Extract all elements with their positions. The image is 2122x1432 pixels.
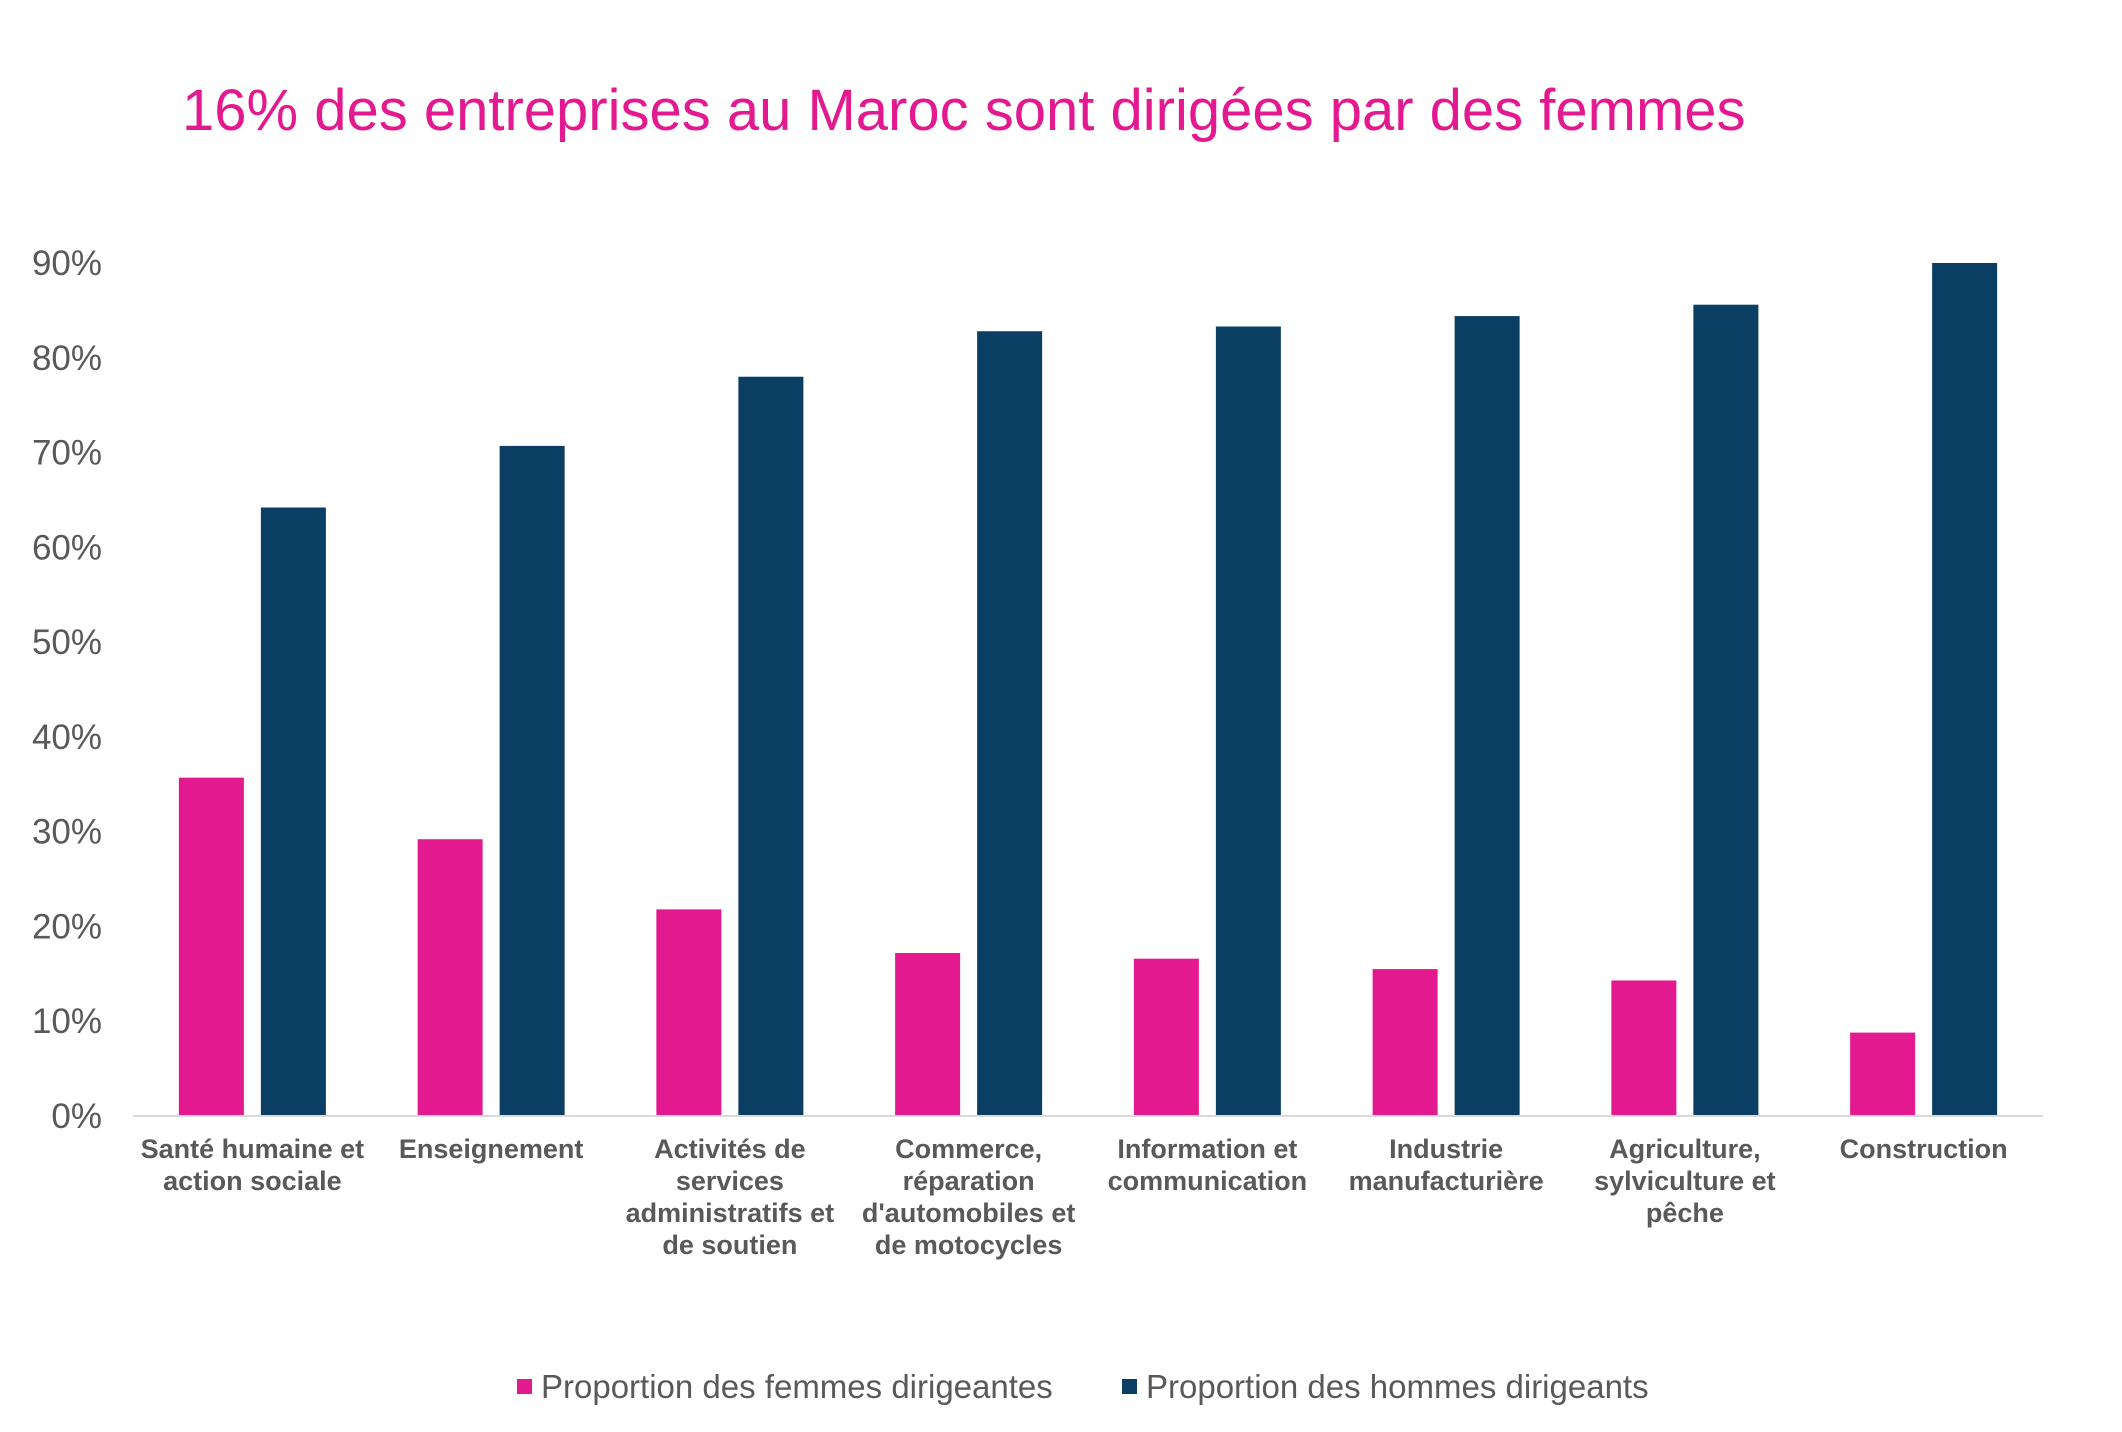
x-tick-label: Santé humaine et action sociale xyxy=(141,1134,365,1196)
legend-label: Proportion des hommes dirigeants xyxy=(1146,1368,1649,1405)
x-tick-label: Information et communication xyxy=(1108,1134,1308,1196)
bar-hommes xyxy=(738,376,804,1116)
x-axis: Santé humaine et action sociale Enseigneme… xyxy=(133,1115,2043,1260)
x-tick-label: Commerce, réparation d'automobiles et de mo… xyxy=(862,1134,1075,1260)
bar-femmes xyxy=(1133,958,1199,1116)
bar-hommes xyxy=(1693,304,1759,1116)
x-tick-label: Agriculture, sylviculture et pêche xyxy=(1594,1134,1776,1228)
y-tick-label: 80% xyxy=(32,339,102,378)
y-tick-label: 60% xyxy=(32,528,102,567)
y-tick-label: 50% xyxy=(32,623,102,662)
bar-femmes xyxy=(656,909,722,1116)
legend: Proportion des femmes dirigeantes Proport… xyxy=(517,1368,1649,1405)
y-tick-label: 0% xyxy=(51,1097,102,1136)
bar-femmes xyxy=(1372,969,1438,1116)
bar-femmes xyxy=(1850,1032,1916,1116)
x-tick-label: Construction xyxy=(1840,1134,2008,1164)
y-tick-label: 30% xyxy=(32,813,102,852)
bar-femmes xyxy=(417,839,483,1116)
bar-hommes xyxy=(260,507,326,1116)
bar-hommes xyxy=(1932,263,1998,1116)
legend-swatch xyxy=(1122,1379,1137,1394)
bar-hommes xyxy=(499,445,565,1116)
bar-hommes xyxy=(977,331,1043,1116)
y-tick-label: 10% xyxy=(32,1002,102,1041)
bar-hommes xyxy=(1454,316,1520,1116)
bars xyxy=(178,263,1998,1116)
x-tick-label: Enseignement xyxy=(399,1134,584,1164)
y-tick-label: 40% xyxy=(32,718,102,757)
x-tick-label: Activités de services administratifs et de … xyxy=(626,1134,835,1260)
chart-title: 16% des entreprises au Maroc sont dirigé… xyxy=(182,78,1746,143)
y-tick-label: 20% xyxy=(32,907,102,946)
bar-femmes xyxy=(178,777,244,1116)
y-tick-label: 90% xyxy=(32,244,102,283)
bar-femmes xyxy=(1611,980,1677,1116)
y-axis: 0% 10% 20% 30% 40% 50% 60% 70% 80% 90% xyxy=(32,244,102,1136)
bar-femmes xyxy=(895,952,961,1116)
legend-swatch xyxy=(517,1379,532,1394)
legend-label: Proportion des femmes dirigeantes xyxy=(541,1368,1053,1405)
y-tick-label: 70% xyxy=(32,434,102,473)
x-tick-label: Industrie manufacturière xyxy=(1349,1134,1544,1196)
bar-hommes xyxy=(1215,326,1281,1116)
